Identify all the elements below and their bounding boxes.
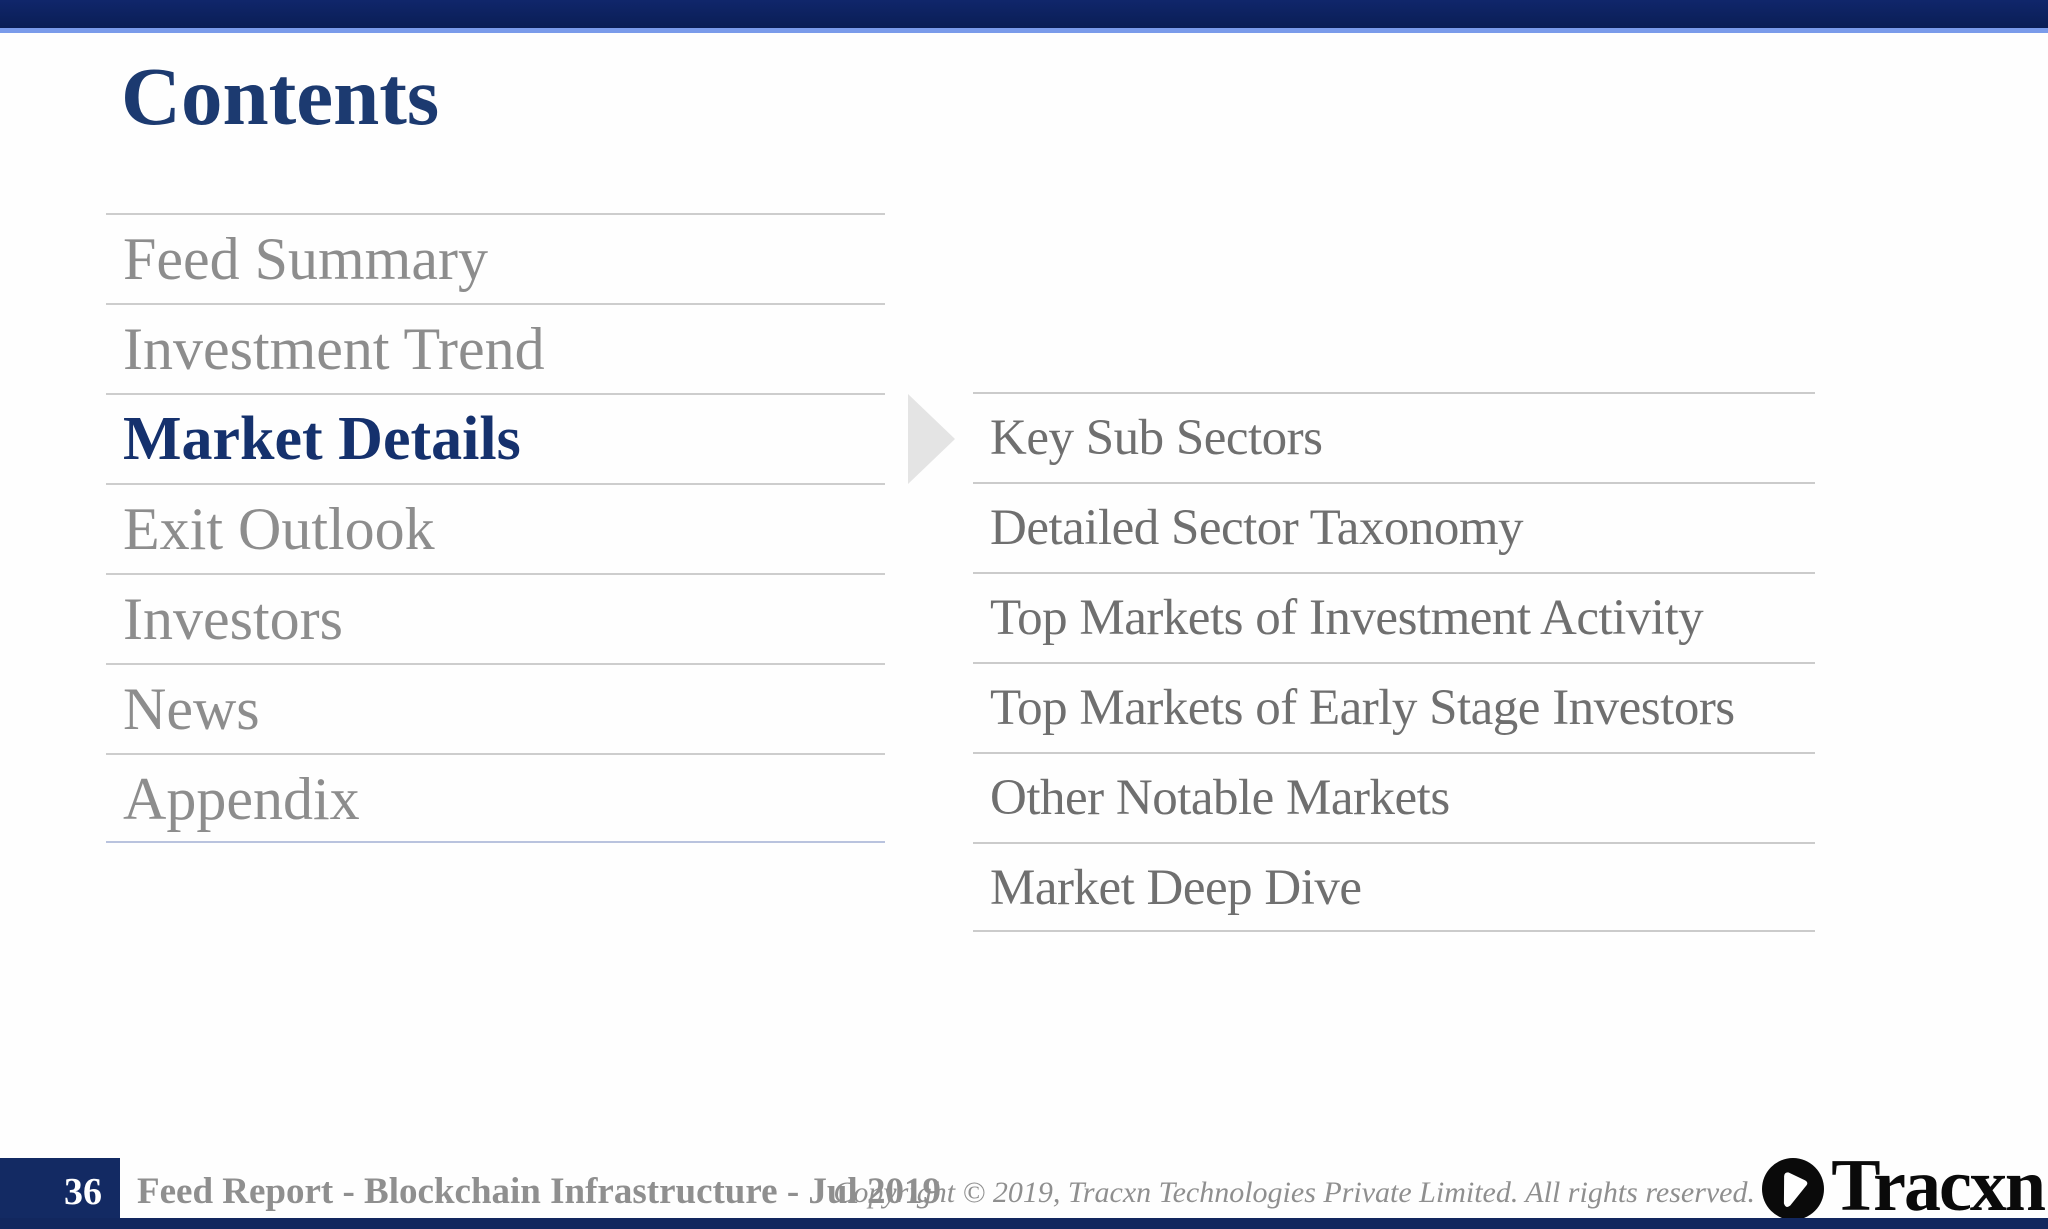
toc-subitem-market-deep-dive[interactable]: Market Deep Dive bbox=[973, 842, 1815, 932]
toc-subitem-key-sub-sectors[interactable]: Key Sub Sectors bbox=[973, 392, 1815, 482]
page-title: Contents bbox=[121, 50, 440, 142]
page-number-badge: 36 bbox=[0, 1158, 120, 1229]
toc-item-investment-trend[interactable]: Investment Trend bbox=[106, 303, 885, 393]
toc-item-appendix[interactable]: Appendix bbox=[106, 753, 885, 843]
toc-subsection-list: Key Sub Sectors Detailed Sector Taxonomy… bbox=[973, 392, 1815, 932]
toc-subitem-other-notable-markets[interactable]: Other Notable Markets bbox=[973, 752, 1815, 842]
tracxn-logo: Tracxn bbox=[1762, 1145, 2046, 1227]
footer-report-title: Feed Report - Blockchain Infrastructure … bbox=[137, 1171, 941, 1212]
bottom-bar bbox=[0, 1218, 2048, 1229]
toc-subitem-detailed-sector-taxonomy[interactable]: Detailed Sector Taxonomy bbox=[973, 482, 1815, 572]
toc-item-feed-summary[interactable]: Feed Summary bbox=[106, 213, 885, 303]
toc-item-market-details-active[interactable]: Market Details bbox=[106, 393, 885, 483]
tracxn-logo-icon bbox=[1762, 1158, 1825, 1220]
toc-section-list: Feed Summary Investment Trend Market Det… bbox=[106, 213, 885, 843]
toc-item-investors[interactable]: Investors bbox=[106, 573, 885, 663]
toc-subitem-top-markets-early-stage[interactable]: Top Markets of Early Stage Investors bbox=[973, 662, 1815, 752]
toc-item-news[interactable]: News bbox=[106, 663, 885, 753]
active-section-arrow-icon bbox=[908, 394, 955, 484]
footer-copyright-text: Copyright © 2019, Tracxn Technologies Pr… bbox=[833, 1176, 1755, 1209]
top-banner-bar bbox=[0, 0, 2048, 33]
toc-item-exit-outlook[interactable]: Exit Outlook bbox=[106, 483, 885, 573]
toc-subitem-top-markets-investment[interactable]: Top Markets of Investment Activity bbox=[973, 572, 1815, 662]
tracxn-logo-text: Tracxn bbox=[1831, 1145, 2046, 1227]
